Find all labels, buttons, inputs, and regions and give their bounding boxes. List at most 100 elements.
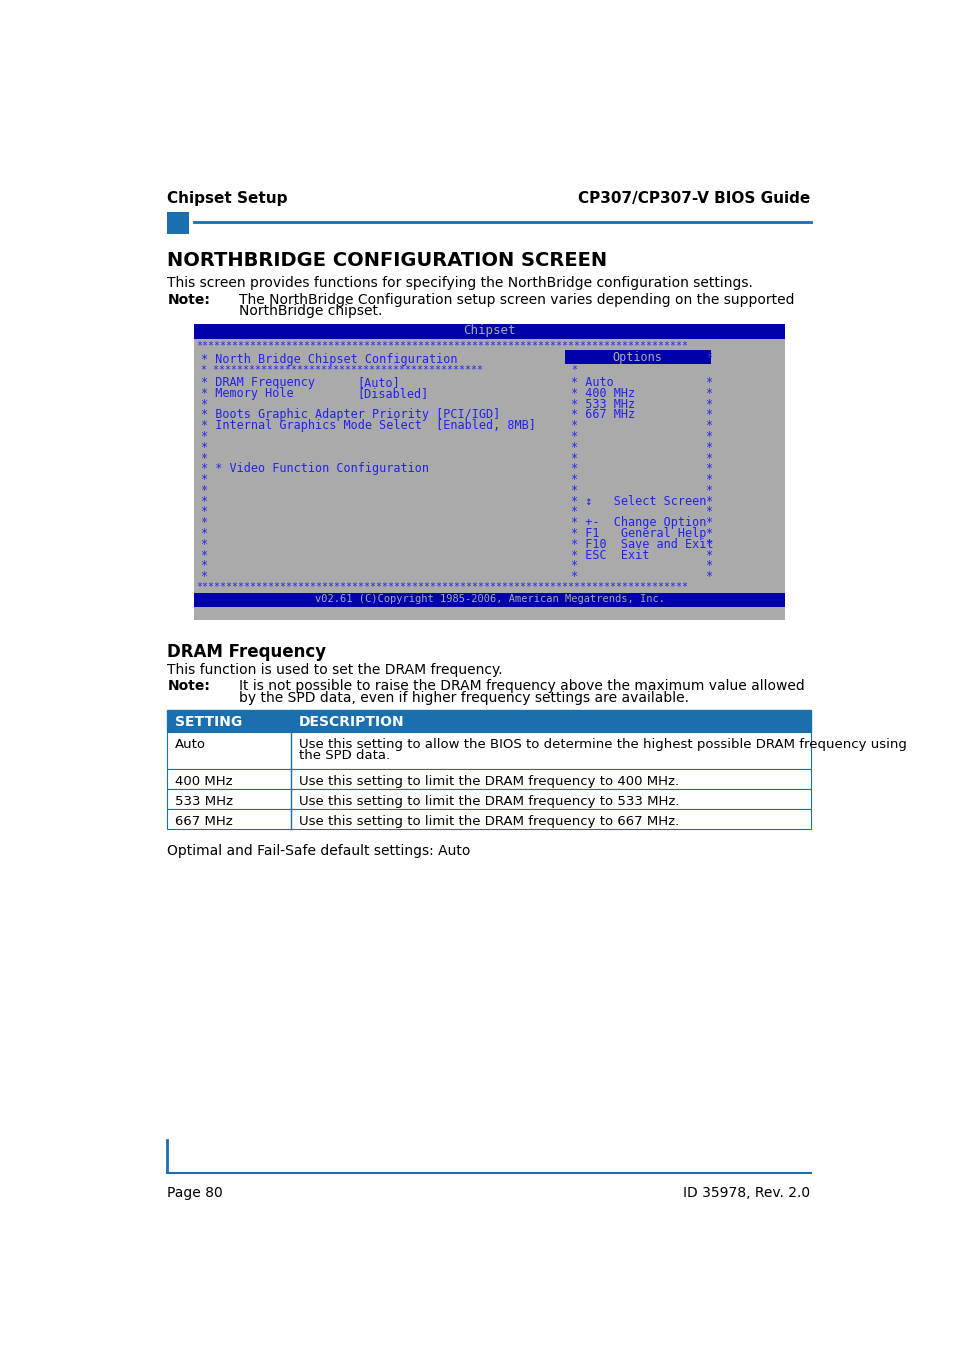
Text: *: * bbox=[705, 537, 712, 551]
Text: *: * bbox=[705, 451, 712, 464]
Bar bbox=[194, 324, 784, 620]
Bar bbox=[194, 324, 784, 339]
Text: *: * bbox=[705, 472, 712, 486]
Bar bbox=[167, 212, 189, 234]
Text: *: * bbox=[571, 429, 578, 443]
Text: *: * bbox=[705, 570, 712, 583]
Text: Optimal and Fail-Safe default settings: Auto: Optimal and Fail-Safe default settings: … bbox=[167, 844, 470, 859]
Text: 533 MHz: 533 MHz bbox=[174, 795, 233, 807]
Text: CP307/CP307-V BIOS Guide: CP307/CP307-V BIOS Guide bbox=[578, 192, 810, 207]
Text: *: * bbox=[200, 505, 208, 518]
Text: * Internal Graphics Mode Select  [Enabled, 8MB]: * Internal Graphics Mode Select [Enabled… bbox=[200, 420, 535, 432]
Text: *: * bbox=[571, 570, 578, 583]
Text: *: * bbox=[705, 548, 712, 562]
Text: ********************************************************************************: ****************************************… bbox=[195, 582, 687, 593]
Text: * *********************************************: * **************************************… bbox=[200, 366, 482, 375]
Text: Options: Options bbox=[612, 351, 662, 363]
Text: *: * bbox=[571, 472, 578, 486]
Bar bbox=[167, 788, 810, 809]
Text: Use this setting to allow the BIOS to determine the highest possible DRAM freque: Use this setting to allow the BIOS to de… bbox=[298, 738, 906, 751]
Text: *: * bbox=[200, 440, 208, 454]
Text: Use this setting to limit the DRAM frequency to 667 MHz.: Use this setting to limit the DRAM frequ… bbox=[298, 815, 679, 828]
Bar bbox=[167, 809, 810, 829]
Text: SETTING: SETTING bbox=[174, 716, 242, 729]
Bar bbox=[167, 732, 810, 768]
Text: *: * bbox=[705, 494, 712, 508]
Text: *: * bbox=[200, 516, 208, 529]
Text: *: * bbox=[705, 420, 712, 432]
Text: * F1   General Help: * F1 General Help bbox=[571, 526, 706, 540]
Text: *: * bbox=[200, 526, 208, 540]
Text: [Auto]: [Auto] bbox=[356, 377, 399, 389]
Text: The NorthBridge Configuration setup screen varies depending on the supported: The NorthBridge Configuration setup scre… bbox=[239, 293, 794, 306]
Text: Chipset: Chipset bbox=[463, 324, 516, 338]
Text: * Auto: * Auto bbox=[571, 377, 613, 389]
Text: *: * bbox=[705, 462, 712, 475]
Text: *: * bbox=[200, 570, 208, 583]
Text: *: * bbox=[705, 387, 712, 400]
Text: [Disabled]: [Disabled] bbox=[356, 387, 428, 400]
Text: * * Video Function Configuration: * * Video Function Configuration bbox=[200, 462, 428, 475]
Text: the SPD data.: the SPD data. bbox=[298, 749, 390, 761]
Text: *: * bbox=[200, 429, 208, 443]
Bar bbox=[167, 710, 810, 732]
Text: *: * bbox=[705, 398, 712, 410]
Text: Use this setting to limit the DRAM frequency to 533 MHz.: Use this setting to limit the DRAM frequ… bbox=[298, 795, 679, 807]
Text: Note:: Note: bbox=[167, 293, 210, 306]
Text: *: * bbox=[200, 559, 208, 572]
Text: This function is used to set the DRAM frequency.: This function is used to set the DRAM fr… bbox=[167, 663, 502, 676]
Text: Chipset Setup: Chipset Setup bbox=[167, 192, 288, 207]
Text: *: * bbox=[571, 451, 578, 464]
Text: * 400 MHz: * 400 MHz bbox=[571, 387, 635, 400]
Text: *: * bbox=[200, 472, 208, 486]
Text: *: * bbox=[571, 483, 578, 497]
Bar bbox=[194, 593, 784, 608]
Text: *: * bbox=[200, 483, 208, 497]
Text: * 533 MHz: * 533 MHz bbox=[571, 398, 635, 410]
Text: * ESC  Exit: * ESC Exit bbox=[571, 548, 649, 562]
Text: It is not possible to raise the DRAM frequency above the maximum value allowed: It is not possible to raise the DRAM fre… bbox=[239, 679, 804, 694]
Text: *: * bbox=[705, 505, 712, 518]
Text: *: * bbox=[571, 559, 578, 572]
Text: *: * bbox=[705, 483, 712, 497]
Text: * DRAM Frequency: * DRAM Frequency bbox=[200, 377, 314, 389]
Text: * ↕   Select Screen: * ↕ Select Screen bbox=[571, 494, 706, 508]
Text: NorthBridge chipset.: NorthBridge chipset. bbox=[239, 305, 382, 319]
Bar bbox=[564, 350, 710, 363]
Text: *: * bbox=[571, 420, 578, 432]
Text: *: * bbox=[200, 451, 208, 464]
Text: 400 MHz: 400 MHz bbox=[174, 775, 233, 788]
Text: *: * bbox=[705, 526, 712, 540]
Text: * Boots Graphic Adapter Priority [PCI/IGD]: * Boots Graphic Adapter Priority [PCI/IG… bbox=[200, 409, 499, 421]
Text: Auto: Auto bbox=[174, 738, 206, 751]
Text: Use this setting to limit the DRAM frequency to 400 MHz.: Use this setting to limit the DRAM frequ… bbox=[298, 775, 679, 788]
Text: * F10  Save and Exit: * F10 Save and Exit bbox=[571, 537, 713, 551]
Text: *: * bbox=[571, 505, 578, 518]
Text: *: * bbox=[200, 548, 208, 562]
Text: v02.61 (C)Copyright 1985-2006, American Megatrends, Inc.: v02.61 (C)Copyright 1985-2006, American … bbox=[314, 594, 664, 603]
Text: This screen provides functions for specifying the NorthBridge configuration sett: This screen provides functions for speci… bbox=[167, 275, 752, 290]
Text: * Memory Hole: * Memory Hole bbox=[200, 387, 293, 400]
Text: * North Bridge Chipset Configuration: * North Bridge Chipset Configuration bbox=[200, 352, 456, 366]
Text: *: * bbox=[705, 516, 712, 529]
Bar bbox=[167, 768, 810, 788]
Text: Note:: Note: bbox=[167, 679, 210, 694]
Text: *: * bbox=[200, 494, 208, 508]
Text: *: * bbox=[705, 377, 712, 389]
Text: by the SPD data, even if higher frequency settings are available.: by the SPD data, even if higher frequenc… bbox=[239, 691, 689, 705]
Text: Page 80: Page 80 bbox=[167, 1187, 223, 1200]
Text: *: * bbox=[571, 440, 578, 454]
Text: *: * bbox=[200, 398, 208, 410]
Text: *: * bbox=[705, 409, 712, 421]
Text: *: * bbox=[705, 559, 712, 572]
Text: NORTHBRIDGE CONFIGURATION SCREEN: NORTHBRIDGE CONFIGURATION SCREEN bbox=[167, 251, 607, 270]
Text: DRAM Frequency: DRAM Frequency bbox=[167, 643, 326, 662]
Text: ********************************************************************************: ****************************************… bbox=[195, 340, 687, 351]
Text: * +-  Change Option: * +- Change Option bbox=[571, 516, 706, 529]
Text: 667 MHz: 667 MHz bbox=[174, 815, 233, 828]
Text: *: * bbox=[705, 351, 712, 363]
Text: * 667 MHz: * 667 MHz bbox=[571, 409, 635, 421]
Text: *: * bbox=[200, 537, 208, 551]
Text: *: * bbox=[705, 440, 712, 454]
Text: *: * bbox=[571, 462, 578, 475]
